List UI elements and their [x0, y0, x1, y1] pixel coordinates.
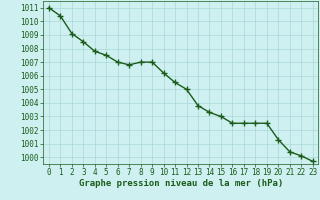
X-axis label: Graphe pression niveau de la mer (hPa): Graphe pression niveau de la mer (hPa): [79, 179, 283, 188]
